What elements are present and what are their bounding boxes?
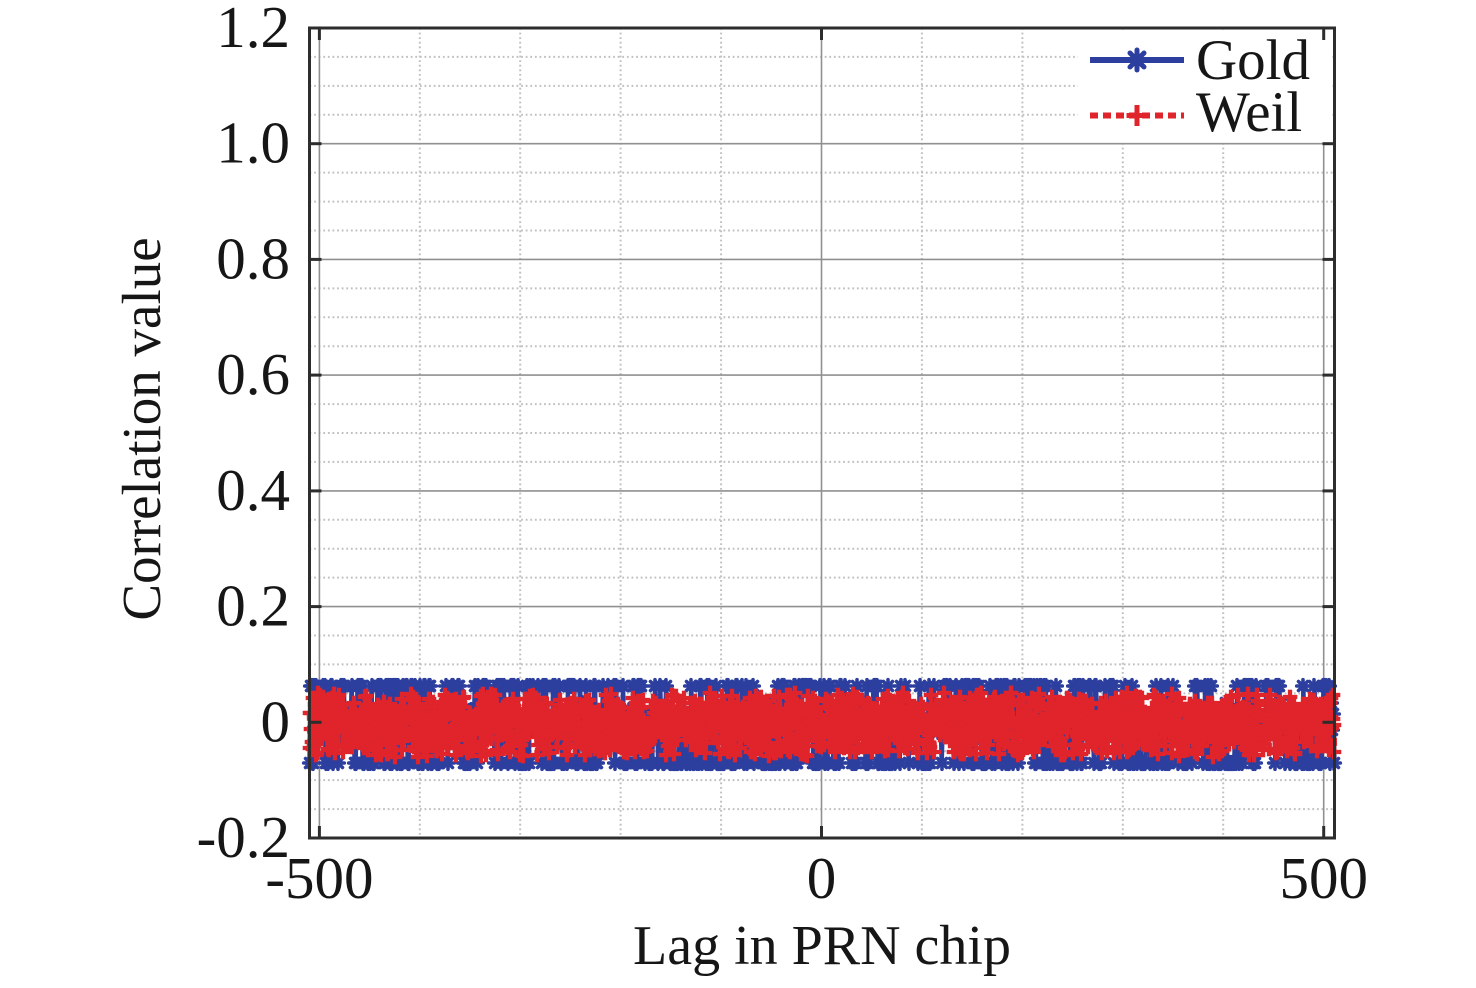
svg-text:0.2: 0.2 (216, 573, 290, 639)
svg-text:Gold: Gold (1196, 29, 1310, 92)
svg-text:0: 0 (807, 845, 837, 911)
svg-text:1.0: 1.0 (216, 110, 290, 176)
svg-text:0: 0 (261, 688, 291, 754)
svg-text:Lag in PRN chip: Lag in PRN chip (633, 915, 1011, 977)
svg-text:0.6: 0.6 (216, 341, 290, 407)
svg-text:Weil: Weil (1196, 81, 1302, 144)
svg-text:Correlation value: Correlation value (111, 237, 172, 620)
svg-text:0.4: 0.4 (216, 457, 290, 523)
svg-text:500: 500 (1279, 845, 1368, 911)
svg-text:0.8: 0.8 (216, 225, 290, 291)
svg-text:1.2: 1.2 (216, 0, 290, 60)
svg-text:-500: -500 (265, 845, 373, 911)
svg-text:-0.2: -0.2 (197, 804, 290, 870)
